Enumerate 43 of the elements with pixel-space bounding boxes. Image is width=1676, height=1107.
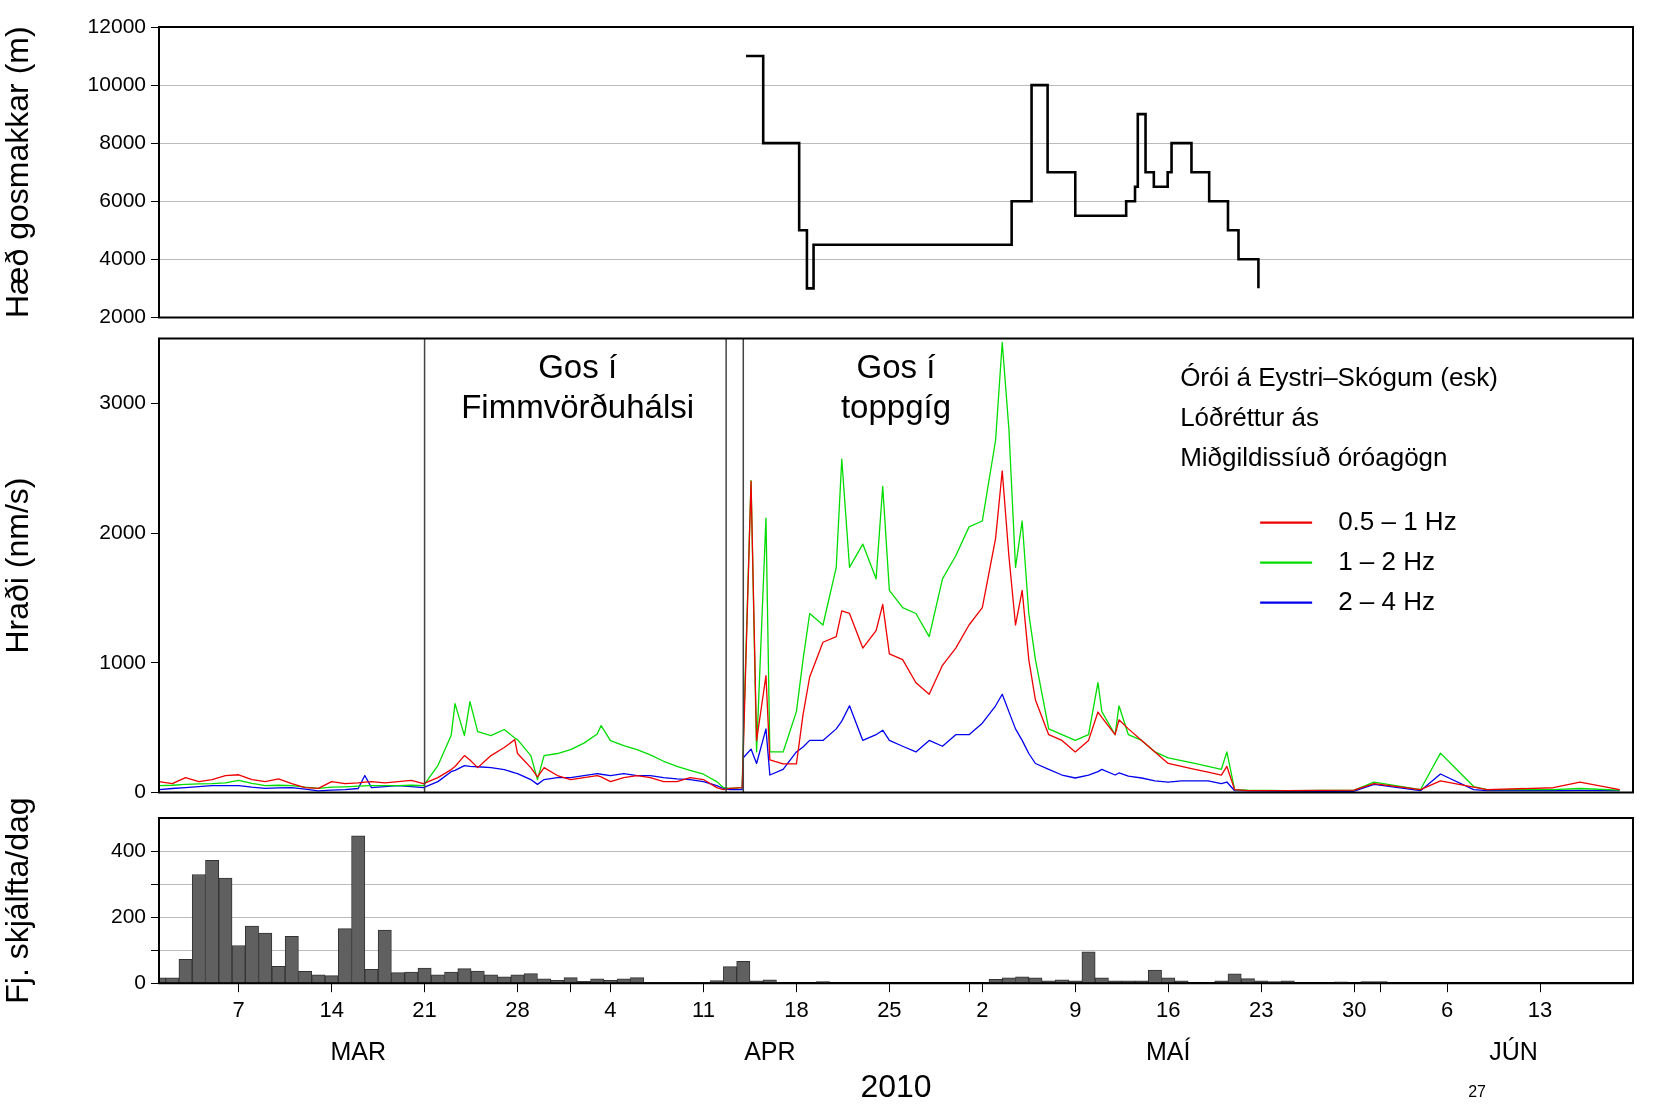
- x-tick-label: 28: [505, 997, 530, 1023]
- y-tick-label: 8000: [99, 129, 146, 153]
- x2-tick-label: MAÍ: [1146, 1037, 1191, 1066]
- x-tick-label: 2: [976, 997, 989, 1023]
- y-tick-label: 200: [110, 903, 146, 927]
- x-tick-label: 11: [692, 997, 715, 1023]
- x2-tick-label: JÚN: [1489, 1037, 1538, 1066]
- x2-tick-label: MAR: [330, 1037, 386, 1066]
- x-axis-title: 2010: [860, 1067, 932, 1104]
- y-tick-label: 0: [134, 970, 146, 993]
- y-axis-title: Hæð gosmakkar (m): [0, 26, 36, 318]
- y-tick-label: 2000: [99, 519, 146, 543]
- x-tick-label: 16: [1155, 997, 1181, 1023]
- legend-title: Órói á Eystri–Skógum (esk) Lóðréttur ás Miðgildissíuð óróagögn: [1180, 361, 1499, 472]
- y-tick-label: 6000: [99, 188, 146, 212]
- x-tick-label: 6: [1440, 997, 1454, 1023]
- y-tick-label: 2000: [99, 304, 146, 328]
- x-tick-label: 14: [319, 997, 344, 1023]
- x-tick-label: 23: [1248, 997, 1274, 1023]
- y-tick-label: 10000: [87, 71, 146, 95]
- x-tick-label: 7: [232, 997, 245, 1023]
- x-tick-label: 18: [784, 997, 809, 1023]
- x-tick-label: 21: [412, 997, 437, 1023]
- y-tick-label: 400: [110, 837, 146, 861]
- text: 27: [1468, 1083, 1486, 1101]
- annotation: Gos í Fimmvörðuhálsi: [461, 347, 695, 425]
- x2-tick-label: APR: [744, 1037, 796, 1066]
- legend-label: 0.5 – 1 Hz: [1338, 505, 1457, 536]
- x-tick-label: 13: [1527, 997, 1553, 1023]
- y-tick-label: 12000: [87, 13, 146, 37]
- legend-label: 2 – 4 Hz: [1338, 585, 1435, 616]
- annotation: Gos í toppgíg: [840, 347, 952, 425]
- x-tick-label: 25: [877, 997, 902, 1023]
- x-tick-label: 30: [1341, 997, 1367, 1023]
- y-axis-title: Hraði (nm/s): [0, 477, 36, 654]
- y-tick-label: 1000: [99, 649, 146, 673]
- x-tick-label: 4: [604, 997, 617, 1023]
- legend-label: 1 – 2 Hz: [1338, 545, 1435, 576]
- y-tick-label: 4000: [99, 246, 146, 270]
- y-tick-label: 3000: [99, 390, 146, 414]
- x-tick-label: 9: [1069, 997, 1082, 1023]
- y-axis-title: Fj. skjálfta/dag: [0, 797, 36, 1004]
- y-tick-label: 0: [134, 779, 146, 803]
